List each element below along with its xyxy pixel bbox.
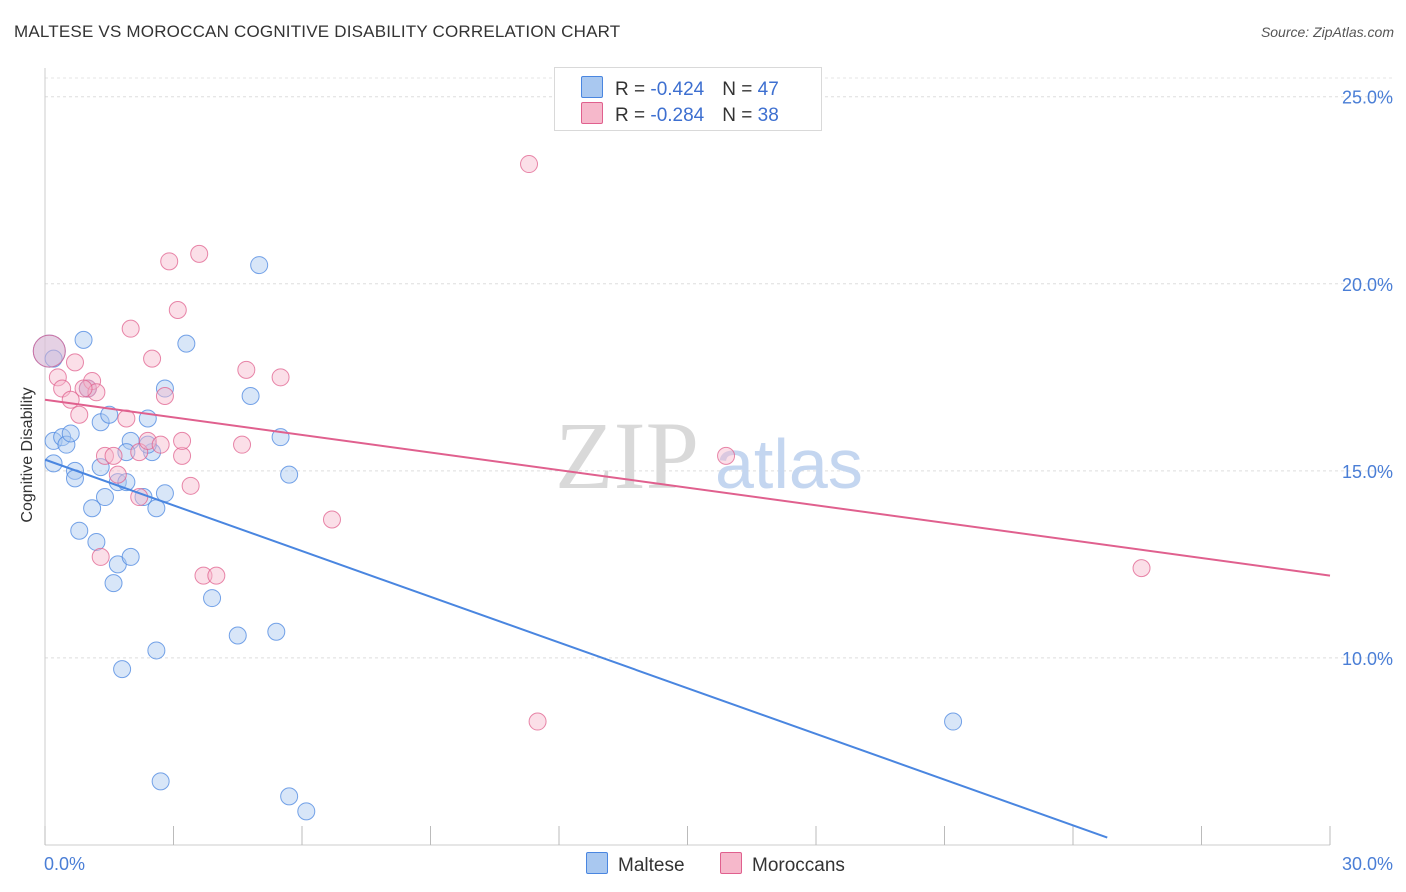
moroccan-points — [32, 155, 1151, 731]
moroccan-point — [190, 244, 209, 263]
series-swatch-maltese — [586, 852, 608, 874]
moroccan-point — [32, 334, 66, 368]
series-label-moroccans: Moroccans — [752, 855, 845, 876]
maltese-point — [57, 435, 76, 454]
moroccan-point — [121, 319, 140, 338]
legend-r-label: R = — [615, 105, 651, 126]
x-tick-label: 0.0% — [44, 854, 85, 874]
moroccan-point — [108, 465, 127, 484]
moroccan-point — [70, 405, 89, 424]
moroccan-point — [520, 155, 539, 174]
moroccan-trend-line — [44, 398, 1331, 577]
moroccan-point — [160, 252, 179, 271]
y-tick-label: 10.0% — [1342, 649, 1393, 669]
maltese-point — [87, 532, 106, 551]
maltese-point — [280, 787, 299, 806]
maltese-point — [151, 772, 170, 791]
legend-r-value: -0.424 — [650, 79, 705, 100]
moroccan-point — [271, 368, 290, 387]
axes — [44, 68, 1331, 846]
moroccan-point — [48, 368, 67, 387]
maltese-point — [147, 641, 166, 660]
series-swatch-moroccans — [720, 852, 742, 874]
maltese-point — [944, 712, 963, 731]
series-legend-moroccans[interactable]: Moroccans — [720, 852, 845, 877]
maltese-point — [228, 626, 247, 645]
legend-row-moroccans: R = -0.284 N = 38 — [581, 102, 779, 126]
legend-n-value: 38 — [757, 105, 779, 126]
maltese-point — [121, 547, 140, 566]
maltese-point — [70, 521, 89, 540]
legend-row-maltese: R = -0.424 N = 47 — [581, 76, 779, 100]
maltese-point — [250, 256, 269, 275]
maltese-point — [95, 488, 114, 507]
x-tick-label: 30.0% — [1342, 854, 1393, 874]
legend-n-value: 47 — [757, 79, 779, 100]
legend-n-label: N = — [722, 79, 758, 100]
moroccan-point — [168, 300, 187, 319]
source-label: Source: ZipAtlas.com — [1260, 24, 1394, 40]
maltese-point — [177, 334, 196, 353]
moroccan-point — [237, 360, 256, 379]
watermark: ZIP atlas — [555, 402, 863, 509]
moroccan-point — [155, 387, 174, 406]
legend-swatch-moroccans — [581, 102, 603, 124]
maltese-point — [91, 458, 110, 477]
maltese-point — [74, 330, 93, 349]
maltese-point — [83, 499, 102, 518]
moroccan-point — [104, 446, 123, 465]
maltese-point — [44, 349, 63, 368]
watermark-zip: ZIP — [555, 402, 699, 509]
maltese-point — [267, 622, 286, 641]
trend-lines — [44, 398, 1331, 839]
watermark-atlas: atlas — [715, 425, 863, 503]
moroccan-point — [65, 353, 84, 372]
maltese-point — [297, 802, 316, 821]
y-tick-label: 20.0% — [1342, 275, 1393, 295]
maltese-points — [32, 256, 963, 821]
maltese-point — [61, 424, 80, 443]
maltese-point — [113, 660, 132, 679]
chart-title: MALTESE VS MOROCCAN COGNITIVE DISABILITY… — [14, 22, 621, 41]
maltese-trend-line — [44, 458, 1108, 839]
tick-labels: 10.0% 15.0% 20.0% 25.0% 0.0% 30.0% — [44, 88, 1393, 874]
maltese-point — [241, 387, 260, 406]
legend-r-value: -0.284 — [650, 105, 705, 126]
maltese-point — [155, 379, 174, 398]
moroccan-point — [194, 566, 213, 585]
moroccan-point — [181, 476, 200, 495]
legend-swatch-maltese — [581, 76, 603, 98]
maltese-point — [280, 465, 299, 484]
moroccan-point — [173, 446, 192, 465]
maltese-point — [203, 589, 222, 608]
moroccan-point — [151, 435, 170, 454]
y-tick-label: 15.0% — [1342, 462, 1393, 482]
maltese-point — [100, 405, 119, 424]
moroccan-point — [207, 566, 226, 585]
maltese-point — [104, 574, 123, 593]
moroccan-point — [322, 510, 341, 529]
moroccan-point — [173, 431, 192, 450]
moroccan-point — [143, 349, 162, 368]
y-tick-label: 25.0% — [1342, 88, 1393, 108]
moroccan-point — [233, 435, 252, 454]
moroccan-point — [717, 446, 736, 465]
moroccan-point — [91, 547, 110, 566]
stats-legend: R = -0.424 N = 47 R = -0.284 N = 38 — [554, 67, 822, 131]
moroccan-point — [1132, 559, 1151, 578]
series-label-maltese: Maltese — [618, 855, 685, 876]
series-legend-maltese[interactable]: Maltese — [586, 852, 685, 877]
moroccan-point — [74, 379, 93, 398]
legend-r-label: R = — [615, 79, 651, 100]
moroccan-point — [528, 712, 547, 731]
legend-n-label: N = — [722, 105, 758, 126]
